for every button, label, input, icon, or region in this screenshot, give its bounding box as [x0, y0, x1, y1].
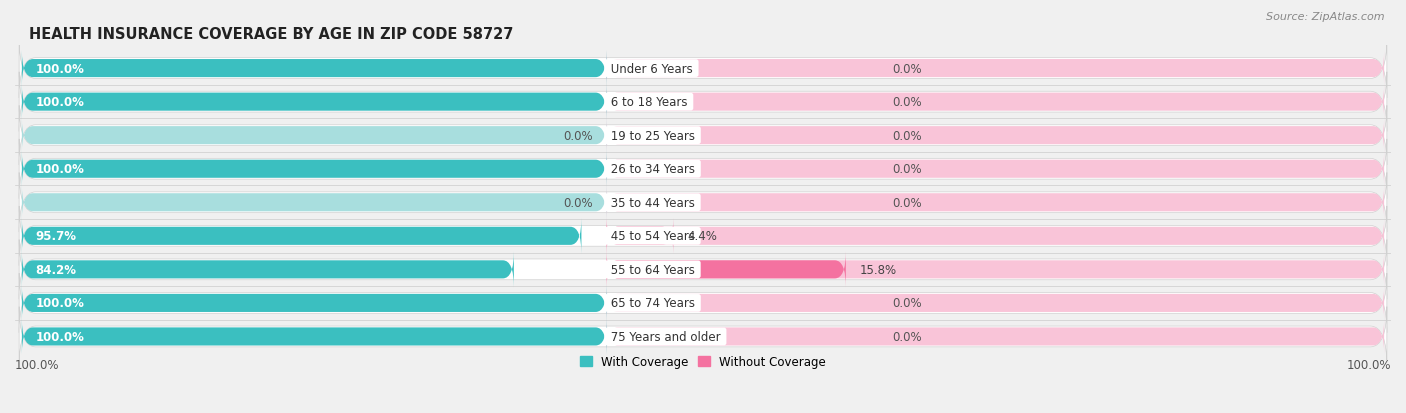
FancyBboxPatch shape [606, 252, 1384, 287]
Text: 0.0%: 0.0% [893, 330, 922, 343]
FancyBboxPatch shape [22, 51, 606, 87]
FancyBboxPatch shape [22, 285, 606, 321]
FancyBboxPatch shape [606, 152, 1384, 187]
Text: 84.2%: 84.2% [35, 263, 77, 276]
FancyBboxPatch shape [22, 185, 606, 221]
Text: 100.0%: 100.0% [1347, 358, 1391, 371]
Text: 35 to 44 Years: 35 to 44 Years [606, 196, 699, 209]
Text: 26 to 34 Years: 26 to 34 Years [606, 163, 699, 176]
FancyBboxPatch shape [20, 307, 1386, 366]
Text: 0.0%: 0.0% [564, 129, 593, 142]
Text: 15.8%: 15.8% [859, 263, 897, 276]
FancyBboxPatch shape [20, 73, 1386, 132]
Text: 100.0%: 100.0% [35, 330, 84, 343]
Text: 100.0%: 100.0% [35, 297, 84, 310]
Legend: With Coverage, Without Coverage: With Coverage, Without Coverage [575, 351, 831, 373]
FancyBboxPatch shape [606, 218, 1384, 254]
Text: Source: ZipAtlas.com: Source: ZipAtlas.com [1267, 12, 1385, 22]
Text: Under 6 Years: Under 6 Years [606, 62, 696, 76]
FancyBboxPatch shape [20, 206, 1386, 266]
FancyBboxPatch shape [22, 218, 582, 254]
FancyBboxPatch shape [20, 240, 1386, 299]
FancyBboxPatch shape [606, 185, 1384, 221]
FancyBboxPatch shape [22, 85, 606, 120]
FancyBboxPatch shape [606, 218, 673, 254]
Text: 0.0%: 0.0% [564, 196, 593, 209]
FancyBboxPatch shape [20, 39, 1386, 99]
Text: 0.0%: 0.0% [893, 163, 922, 176]
FancyBboxPatch shape [606, 319, 1384, 354]
Text: 65 to 74 Years: 65 to 74 Years [606, 297, 699, 310]
FancyBboxPatch shape [606, 85, 1384, 120]
Text: 100.0%: 100.0% [35, 96, 84, 109]
FancyBboxPatch shape [20, 106, 1386, 166]
FancyBboxPatch shape [22, 319, 606, 354]
Text: 0.0%: 0.0% [893, 196, 922, 209]
Text: 19 to 25 Years: 19 to 25 Years [606, 129, 699, 142]
FancyBboxPatch shape [22, 118, 606, 154]
Text: HEALTH INSURANCE COVERAGE BY AGE IN ZIP CODE 58727: HEALTH INSURANCE COVERAGE BY AGE IN ZIP … [28, 27, 513, 43]
Text: 0.0%: 0.0% [893, 62, 922, 76]
Text: 45 to 54 Years: 45 to 54 Years [606, 230, 699, 243]
Text: 95.7%: 95.7% [35, 230, 77, 243]
FancyBboxPatch shape [20, 273, 1386, 333]
FancyBboxPatch shape [20, 173, 1386, 233]
Text: 75 Years and older: 75 Years and older [606, 330, 724, 343]
Text: 0.0%: 0.0% [893, 96, 922, 109]
Text: 55 to 64 Years: 55 to 64 Years [606, 263, 699, 276]
Text: 6 to 18 Years: 6 to 18 Years [606, 96, 690, 109]
Text: 4.4%: 4.4% [688, 230, 717, 243]
FancyBboxPatch shape [22, 252, 513, 287]
FancyBboxPatch shape [20, 140, 1386, 199]
Text: 0.0%: 0.0% [893, 129, 922, 142]
FancyBboxPatch shape [606, 51, 1384, 87]
Text: 100.0%: 100.0% [35, 163, 84, 176]
Text: 0.0%: 0.0% [893, 297, 922, 310]
Text: 100.0%: 100.0% [35, 62, 84, 76]
FancyBboxPatch shape [606, 118, 1384, 154]
FancyBboxPatch shape [606, 285, 1384, 321]
FancyBboxPatch shape [22, 152, 606, 187]
Text: 100.0%: 100.0% [15, 358, 59, 371]
FancyBboxPatch shape [606, 252, 846, 287]
